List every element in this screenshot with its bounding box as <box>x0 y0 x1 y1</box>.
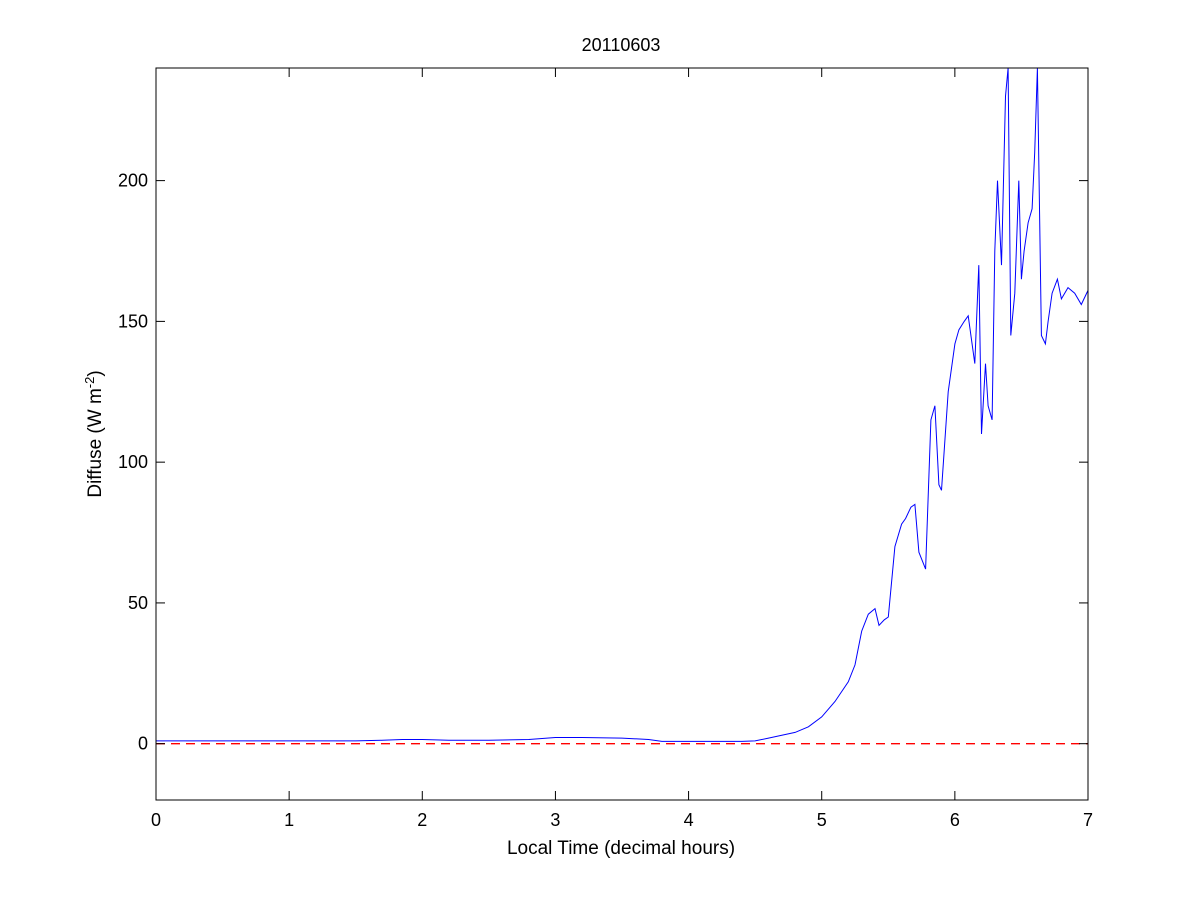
x-tick-label: 6 <box>950 810 960 830</box>
x-tick-label: 4 <box>684 810 694 830</box>
y-axis-label: Diffuse (W m-2) <box>82 370 106 497</box>
y-tick-label: 50 <box>128 593 148 613</box>
y-axis-label-prefix: Diffuse (W m <box>85 388 106 497</box>
x-tick-label: 1 <box>284 810 294 830</box>
y-axis-ticks: 0 50 100 150 200 <box>118 171 1088 754</box>
x-tick-label: 2 <box>417 810 427 830</box>
plot-frame <box>155 67 1089 801</box>
y-tick-label: 100 <box>118 452 148 472</box>
y-tick-label: 150 <box>118 311 148 331</box>
y-tick-label: 200 <box>118 171 148 191</box>
diffuse-series-line <box>156 68 1088 742</box>
x-tick-label: 3 <box>550 810 560 830</box>
y-tick-label: 0 <box>138 734 148 754</box>
plot-area <box>155 67 1089 801</box>
x-axis-ticks: 0 1 2 3 4 5 6 7 <box>151 68 1093 830</box>
x-tick-label: 0 <box>151 810 161 830</box>
plot-background <box>156 68 1088 800</box>
y-axis-label-superscript: -2 <box>82 377 97 389</box>
x-axis-label: Local Time (decimal hours) <box>507 838 735 859</box>
chart-title: 20110603 <box>582 35 661 55</box>
y-axis-label-suffix: ) <box>85 370 106 376</box>
x-tick-label: 7 <box>1083 810 1093 830</box>
x-tick-label: 5 <box>817 810 827 830</box>
